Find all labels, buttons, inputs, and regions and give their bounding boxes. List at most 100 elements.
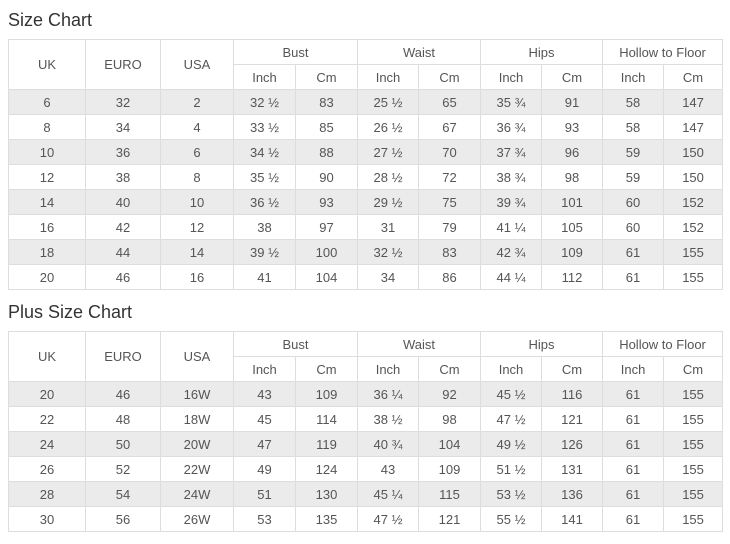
table-cell: 26 ½: [357, 114, 420, 140]
table-cell: 85: [294, 114, 359, 140]
header-hips: Hips: [480, 39, 604, 65]
table-cell: 26W: [160, 506, 234, 532]
table-cell: 147: [663, 89, 724, 115]
size-chart-page: Size Chart UK EURO USA Bust Waist Hips H…: [8, 10, 724, 532]
table-cell: 91: [541, 89, 604, 115]
table-cell: 20: [8, 381, 86, 407]
table-row: 26 52 22W 49 124 43 109 51 ½ 131 61 155: [8, 456, 724, 482]
header-bust: Bust: [232, 39, 359, 65]
table-cell: 34: [85, 114, 161, 140]
table-cell: 97: [294, 214, 359, 240]
table-cell: 42 ¾: [480, 239, 543, 265]
table-cell: 51: [233, 481, 296, 507]
table-cell: 36: [85, 139, 161, 165]
table-cell: 14: [160, 239, 234, 265]
table-cell: 155: [663, 381, 724, 407]
header-hips: Hips: [480, 331, 604, 357]
header-bust-inch: Inch: [233, 64, 296, 90]
table-cell: 93: [294, 189, 359, 215]
table-cell: 59: [602, 164, 665, 190]
table-cell: 45: [233, 406, 296, 432]
table-cell: 41 ¼: [480, 214, 543, 240]
table-cell: 26: [8, 456, 86, 482]
table-cell: 59: [602, 139, 665, 165]
header-waist-inch: Inch: [357, 356, 420, 382]
table-cell: 126: [541, 431, 604, 457]
table-cell: 135: [294, 506, 359, 532]
table-cell: 16W: [160, 381, 234, 407]
table-cell: 61: [602, 406, 665, 432]
table-cell: 155: [663, 431, 724, 457]
table-cell: 124: [294, 456, 359, 482]
table-cell: 98: [418, 406, 482, 432]
table-cell: 79: [418, 214, 482, 240]
table-cell: 109: [541, 239, 604, 265]
table-cell: 61: [602, 456, 665, 482]
table-cell: 27 ½: [357, 139, 420, 165]
table-cell: 54: [85, 481, 161, 507]
table-cell: 46: [85, 381, 161, 407]
table-cell: 53: [233, 506, 296, 532]
table-cell: 28 ½: [357, 164, 420, 190]
table-cell: 98: [541, 164, 604, 190]
table-cell: 31: [357, 214, 420, 240]
table-cell: 38 ½: [357, 406, 420, 432]
table-cell: 61: [602, 381, 665, 407]
header-hips-cm: Cm: [541, 356, 604, 382]
size-chart-body: 6 32 2 32 ½ 83 25 ½ 65 35 ¾ 91 58 147 8 34 4 33 ½ 85 26 …: [8, 89, 724, 290]
header-uk: UK: [8, 39, 86, 90]
table-cell: 8: [8, 114, 86, 140]
table-cell: 43: [357, 456, 420, 482]
table-cell: 61: [602, 481, 665, 507]
table-cell: 46: [85, 264, 161, 290]
header-hollow-to-floor: Hollow to Floor: [602, 39, 724, 65]
table-cell: 83: [418, 239, 482, 265]
table-cell: 70: [418, 139, 482, 165]
table-cell: 56: [85, 506, 161, 532]
table-cell: 119: [294, 431, 359, 457]
table-cell: 67: [418, 114, 482, 140]
header-hollow-cm: Cm: [663, 356, 724, 382]
table-cell: 30: [8, 506, 86, 532]
table-cell: 109: [418, 456, 482, 482]
plus-size-chart-body: 20 46 16W 43 109 36 ¼ 92 45 ½ 116 61 155 22 48 18W 45 1…: [8, 381, 724, 532]
table-row: 24 50 20W 47 119 40 ¾ 104 49 ½ 126 61 155: [8, 431, 724, 457]
table-cell: 14: [8, 189, 86, 215]
header-hips-inch: Inch: [480, 356, 543, 382]
table-cell: 36 ¼: [357, 381, 420, 407]
header-hips-cm: Cm: [541, 64, 604, 90]
header-group-row: UK EURO USA Bust Waist Hips Hollow to Fl…: [8, 331, 724, 382]
table-cell: 18: [8, 239, 86, 265]
table-cell: 16: [8, 214, 86, 240]
table-cell: 29 ½: [357, 189, 420, 215]
table-cell: 8: [160, 164, 234, 190]
table-cell: 155: [663, 406, 724, 432]
table-cell: 44: [85, 239, 161, 265]
table-cell: 155: [663, 506, 724, 532]
table-cell: 40 ¾: [357, 431, 420, 457]
size-chart-table: UK EURO USA Bust Waist Hips Hollow to Fl…: [8, 39, 724, 290]
table-row: 8 34 4 33 ½ 85 26 ½ 67 36 ¾ 93 58 147: [8, 114, 724, 140]
table-cell: 2: [160, 89, 234, 115]
table-cell: 105: [541, 214, 604, 240]
table-cell: 61: [602, 506, 665, 532]
table-cell: 24W: [160, 481, 234, 507]
table-cell: 58: [602, 114, 665, 140]
table-row: 20 46 16W 43 109 36 ¼ 92 45 ½ 116 61 155: [8, 381, 724, 407]
table-cell: 10: [160, 189, 234, 215]
table-cell: 47 ½: [480, 406, 543, 432]
table-cell: 38: [85, 164, 161, 190]
table-cell: 116: [541, 381, 604, 407]
table-cell: 93: [541, 114, 604, 140]
table-cell: 22W: [160, 456, 234, 482]
header-bust-cm: Cm: [294, 356, 359, 382]
table-row: 22 48 18W 45 114 38 ½ 98 47 ½ 121 61 155: [8, 406, 724, 432]
table-cell: 147: [663, 114, 724, 140]
table-cell: 41: [233, 264, 296, 290]
table-cell: 49 ½: [480, 431, 543, 457]
table-cell: 155: [663, 239, 724, 265]
header-euro: EURO: [85, 39, 161, 90]
table-cell: 12: [160, 214, 234, 240]
table-cell: 36 ½: [233, 189, 296, 215]
table-cell: 155: [663, 264, 724, 290]
